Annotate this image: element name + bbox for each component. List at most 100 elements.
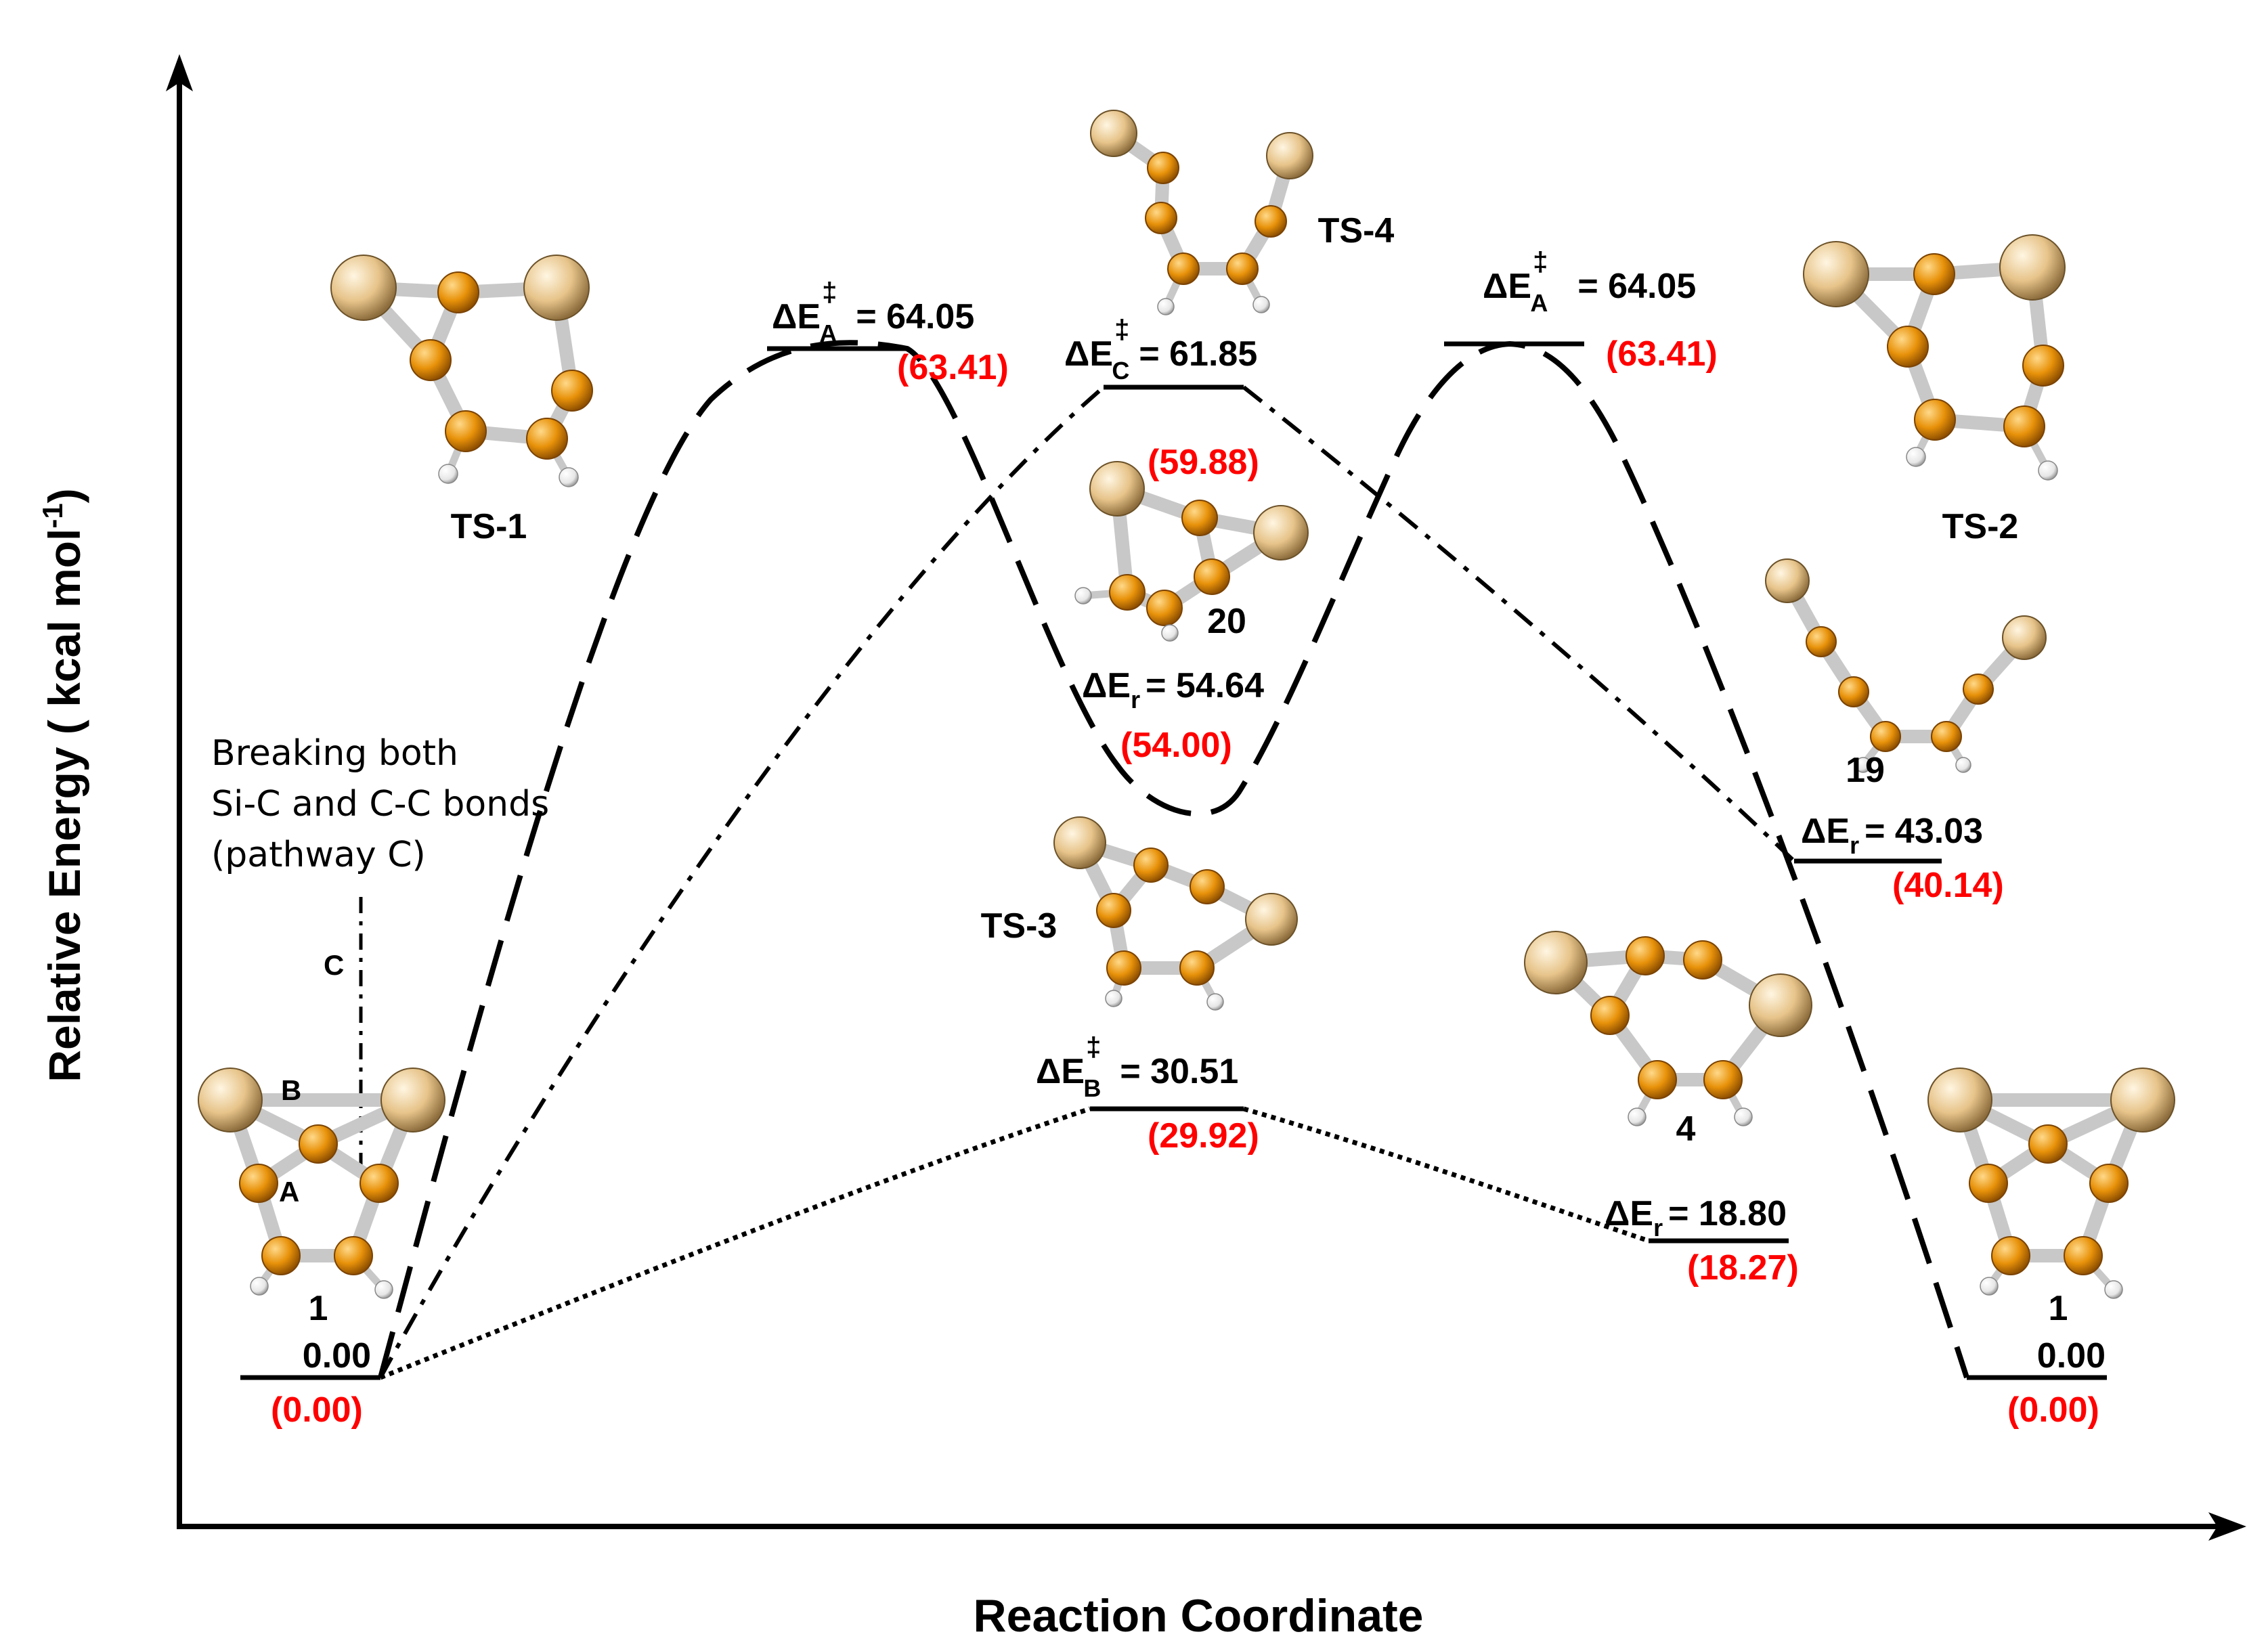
atom-c [1147,152,1179,184]
atom-si [1927,1068,1992,1133]
atom-c [1181,500,1218,536]
energy-ts-b: ΔE‡ B = 30.51 [1036,1032,1238,1102]
energy-labels: 0.00 (0.00) 0.00 (0.00) ΔE‡ A = 64.05 (63.… [271,247,2106,1430]
energy-ts-b-alt: (29.92) [1148,1116,1259,1156]
atom-h [1906,447,1926,467]
molecule-ts4 [1090,110,1313,315]
atom-h [1628,1107,1647,1126]
energy-r19-alt: (40.14) [1892,866,2004,905]
atom-c [359,1164,399,1203]
molecule-1-left [198,1068,445,1299]
annotation-line3: (pathway C) [211,835,426,875]
atom-c [2064,1236,2103,1275]
label-ts2: TS-2 [1942,507,2019,546]
atom-c [1638,1060,1677,1099]
label-20: 20 [1207,602,1246,641]
y-axis-title: Relative Energy ( kcal mol-1) [37,488,89,1082]
pathway-a-dashed [378,340,1969,1379]
atom-si [1090,110,1137,157]
atom-h [1980,1277,1999,1296]
atom-c [1167,252,1200,285]
label-ts4: TS-4 [1318,211,1395,250]
atom-si [1524,931,1588,994]
atom-c [1626,936,1665,975]
atom-c [410,339,452,381]
axes [166,54,2246,1541]
atom-h [438,464,458,484]
molecule-20 [1074,461,1309,642]
energy-r20: ΔEr = 54.64 [1082,666,1264,713]
atom-c [1106,950,1141,986]
annotation-line1: Breaking both [211,733,458,774]
atom-c [1109,574,1146,611]
atom-c [1806,626,1837,657]
atom-c [437,271,479,313]
energy-r4: ΔEr = 18.80 [1605,1194,1787,1241]
atom-si [1749,973,1812,1037]
atom-si [1999,234,2066,301]
atom-c [1226,252,1259,285]
atom-h [1105,990,1122,1007]
atom-h [374,1280,393,1299]
atom-si [1266,132,1313,179]
atom-c [1146,590,1183,626]
atom-si [1089,461,1145,516]
atom-c [261,1236,301,1275]
x-axis-arrowhead [2208,1512,2246,1541]
label-ts3: TS-3 [981,906,1057,946]
atom-c [1145,202,1177,234]
molecule-ts3 [1053,816,1298,1011]
y-axis-arrowhead [166,54,193,91]
atom-h [250,1277,269,1296]
atom-c [1913,253,1955,295]
atom-c [1133,848,1169,883]
atom-si [1245,893,1298,946]
atom-h [2104,1280,2123,1299]
atom-c [1096,893,1131,928]
x-axis-title: Reaction Coordinate [974,1590,1424,1642]
atom-h [1074,587,1092,604]
atom-h [1734,1107,1753,1126]
molecule-ts2 [1803,234,2066,481]
atom-c [2003,405,2045,447]
annotation-line2: Si-C and C-C bonds [211,784,549,824]
atom-si [1765,558,1810,603]
atom-h [1161,624,1179,642]
energy-ts-a-right: ΔE‡ A = 64.05 [1483,247,1696,317]
energy-levels [240,341,2107,1380]
energy-r20-alt: (54.00) [1120,726,1232,765]
molecule-4 [1524,931,1812,1126]
energy-ts-c: ΔE‡ C = 61.85 [1064,315,1257,384]
atom-h [2038,460,2058,481]
energy-ts-c-alt: (59.88) [1148,443,1259,482]
atom-h [1855,757,1871,773]
bond-label-b: B [281,1074,301,1106]
energy-r19: ΔEr = 43.03 [1801,812,1983,859]
pathways [359,340,1969,1380]
energy-ts-a-right-alt: (63.41) [1606,334,1718,374]
atom-c [334,1236,373,1275]
label-19: 19 [1846,751,1885,790]
energy-end-alt: (0.00) [2007,1390,2099,1430]
atom-c [526,418,568,460]
atom-c [2089,1164,2129,1203]
molecule-1-right [1927,1068,2175,1299]
atom-c [2028,1124,2068,1164]
atom-si [380,1068,445,1133]
atom-c [1703,1060,1743,1099]
pathway-b-dotted [379,1106,1091,1380]
atom-si [523,255,590,321]
atom-c [1931,721,1962,752]
label-1-left: 1 [309,1289,328,1328]
atom-c [1969,1164,2008,1203]
atom-h [1206,993,1224,1011]
atom-c [1179,950,1215,986]
molecule-19 [1765,558,2047,773]
atom-si [2110,1068,2175,1133]
energy-start-alt: (0.00) [271,1390,363,1430]
molecule-ts1 [330,255,593,487]
atom-si [1803,241,1869,307]
energy-ts-a-left-alt: (63.41) [897,348,1009,387]
energy-r4-alt: (18.27) [1687,1248,1799,1288]
